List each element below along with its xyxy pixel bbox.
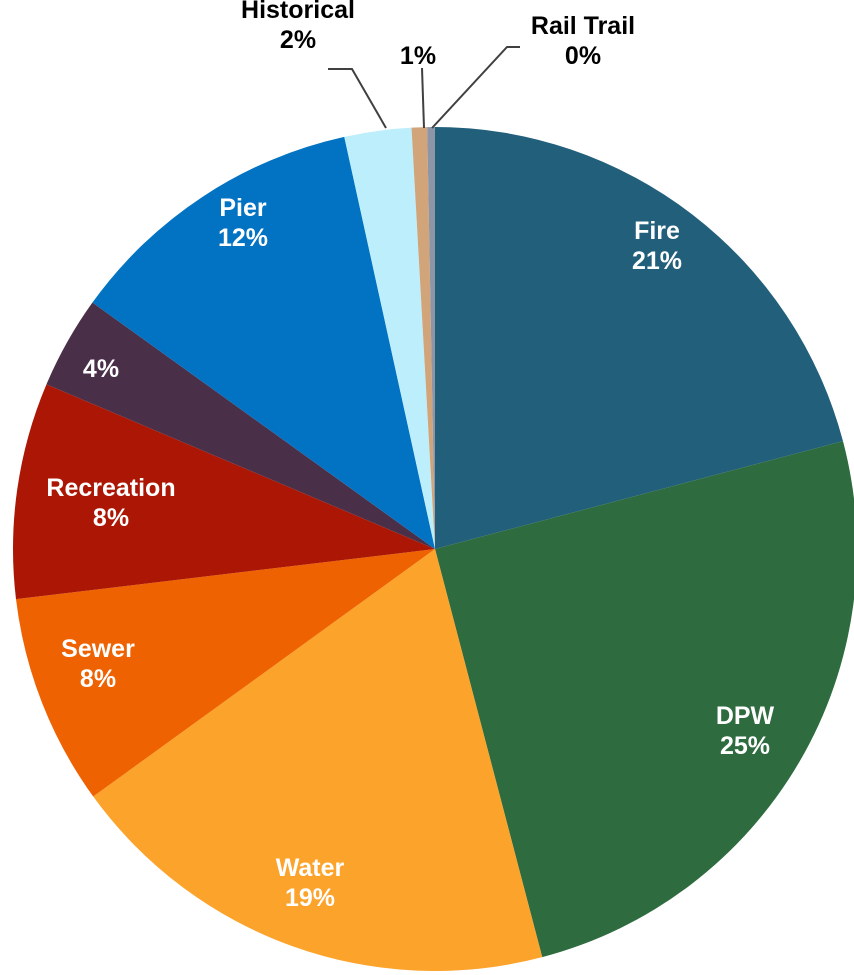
data-label-recreation: Recreation 8% bbox=[46, 474, 175, 532]
data-label-slice-5: 4% bbox=[83, 355, 119, 383]
data-label-pier: Pier 12% bbox=[218, 194, 268, 252]
pie-slice-slice-5 bbox=[46, 302, 435, 549]
pie-slice-fire bbox=[435, 127, 843, 549]
pie-slice-rail-trail bbox=[427, 127, 435, 549]
data-label-dpw: DPW 25% bbox=[716, 702, 775, 760]
data-label-rail-trail: Rail Trail 0% bbox=[531, 12, 635, 70]
data-label-slice-8: 1% bbox=[400, 42, 436, 70]
data-label-water: Water 19% bbox=[276, 854, 345, 912]
data-label-historical: Historical 2% bbox=[241, 0, 355, 54]
pie-slice-dpw bbox=[435, 441, 854, 958]
data-label-sewer: Sewer 8% bbox=[61, 635, 135, 693]
leader-line-historical bbox=[328, 68, 387, 129]
pie-slices bbox=[12, 127, 854, 971]
slice-labels: Fire 21% DPW 25% Water 19% Sewer 8% Recreation 8%… bbox=[46, 0, 774, 912]
pie-slice-recreation bbox=[12, 384, 435, 600]
pie-slice-sewer bbox=[15, 549, 435, 797]
pie-slice-slice-8 bbox=[411, 127, 435, 550]
leader-line-slice-8 bbox=[421, 67, 425, 129]
data-label-fire: Fire 21% bbox=[632, 217, 682, 275]
pie-slice-historical bbox=[344, 127, 435, 550]
pie-slice-pier bbox=[92, 136, 435, 549]
leader-lines bbox=[328, 46, 520, 129]
pie-slice-water bbox=[93, 549, 543, 971]
leader-line-rail-trail bbox=[431, 46, 520, 129]
